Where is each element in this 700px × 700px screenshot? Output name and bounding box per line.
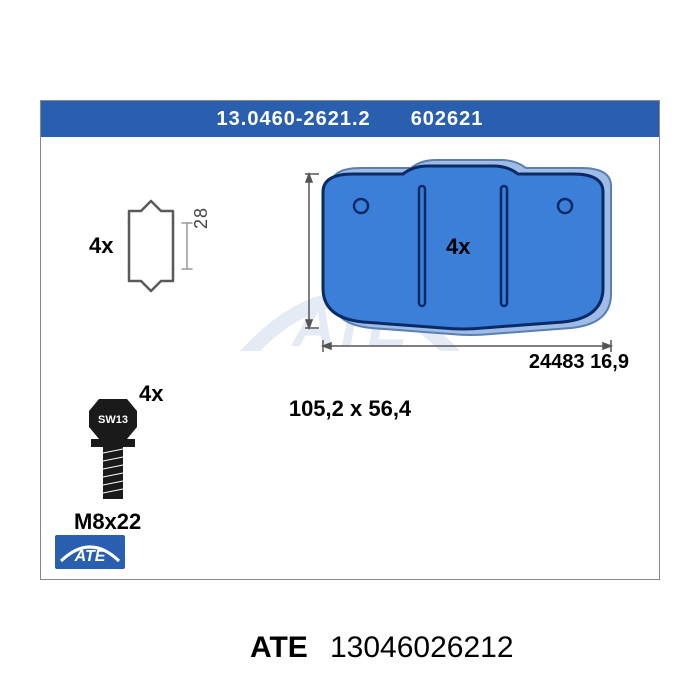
bolt-qty-label: 4x <box>139 381 163 407</box>
header-bar: 13.0460-2621.2 602621 <box>41 101 659 137</box>
pad-qty-label: 4x <box>446 234 470 260</box>
bolt-svg: SW13 <box>69 381 189 511</box>
header-part-2: 602621 <box>411 108 484 131</box>
header-part-1: 13.0460-2621.2 <box>217 108 371 131</box>
footer-part: 13046026212 <box>330 631 514 665</box>
diagram-frame: 13.0460-2621.2 602621 ATE 4x 28 <box>40 100 660 580</box>
footer-brand: ATE <box>250 631 308 665</box>
pad-diagram: 4x <box>301 156 631 356</box>
bolt-sw-label: SW13 <box>98 414 128 426</box>
brand-logo: ATE <box>55 535 125 569</box>
bolt-size-label: M8x22 <box>74 509 141 535</box>
clip-diagram: 4x 28 <box>69 171 249 321</box>
bolt-diagram: 4x SW13 M8x22 <box>69 381 189 531</box>
pad-code-label: 24483 16,9 <box>529 351 629 374</box>
clip-qty-label: 4x <box>89 233 113 259</box>
clip-height-label: 28 <box>191 207 212 229</box>
svg-text:ATE: ATE <box>74 548 107 565</box>
